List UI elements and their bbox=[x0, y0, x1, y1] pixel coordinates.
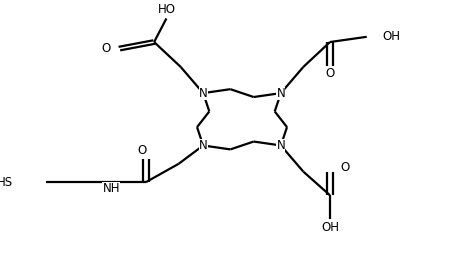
Text: N: N bbox=[198, 139, 207, 152]
Text: O: O bbox=[339, 161, 349, 174]
Text: HS: HS bbox=[0, 176, 13, 189]
Text: OH: OH bbox=[381, 30, 399, 43]
Text: NH: NH bbox=[102, 182, 120, 195]
Text: HO: HO bbox=[157, 3, 175, 16]
Text: N: N bbox=[276, 139, 285, 152]
Text: N: N bbox=[276, 87, 285, 99]
Text: N: N bbox=[198, 87, 207, 99]
Text: O: O bbox=[324, 67, 334, 80]
Text: O: O bbox=[101, 42, 110, 55]
Text: O: O bbox=[137, 144, 146, 157]
Text: OH: OH bbox=[320, 222, 338, 234]
